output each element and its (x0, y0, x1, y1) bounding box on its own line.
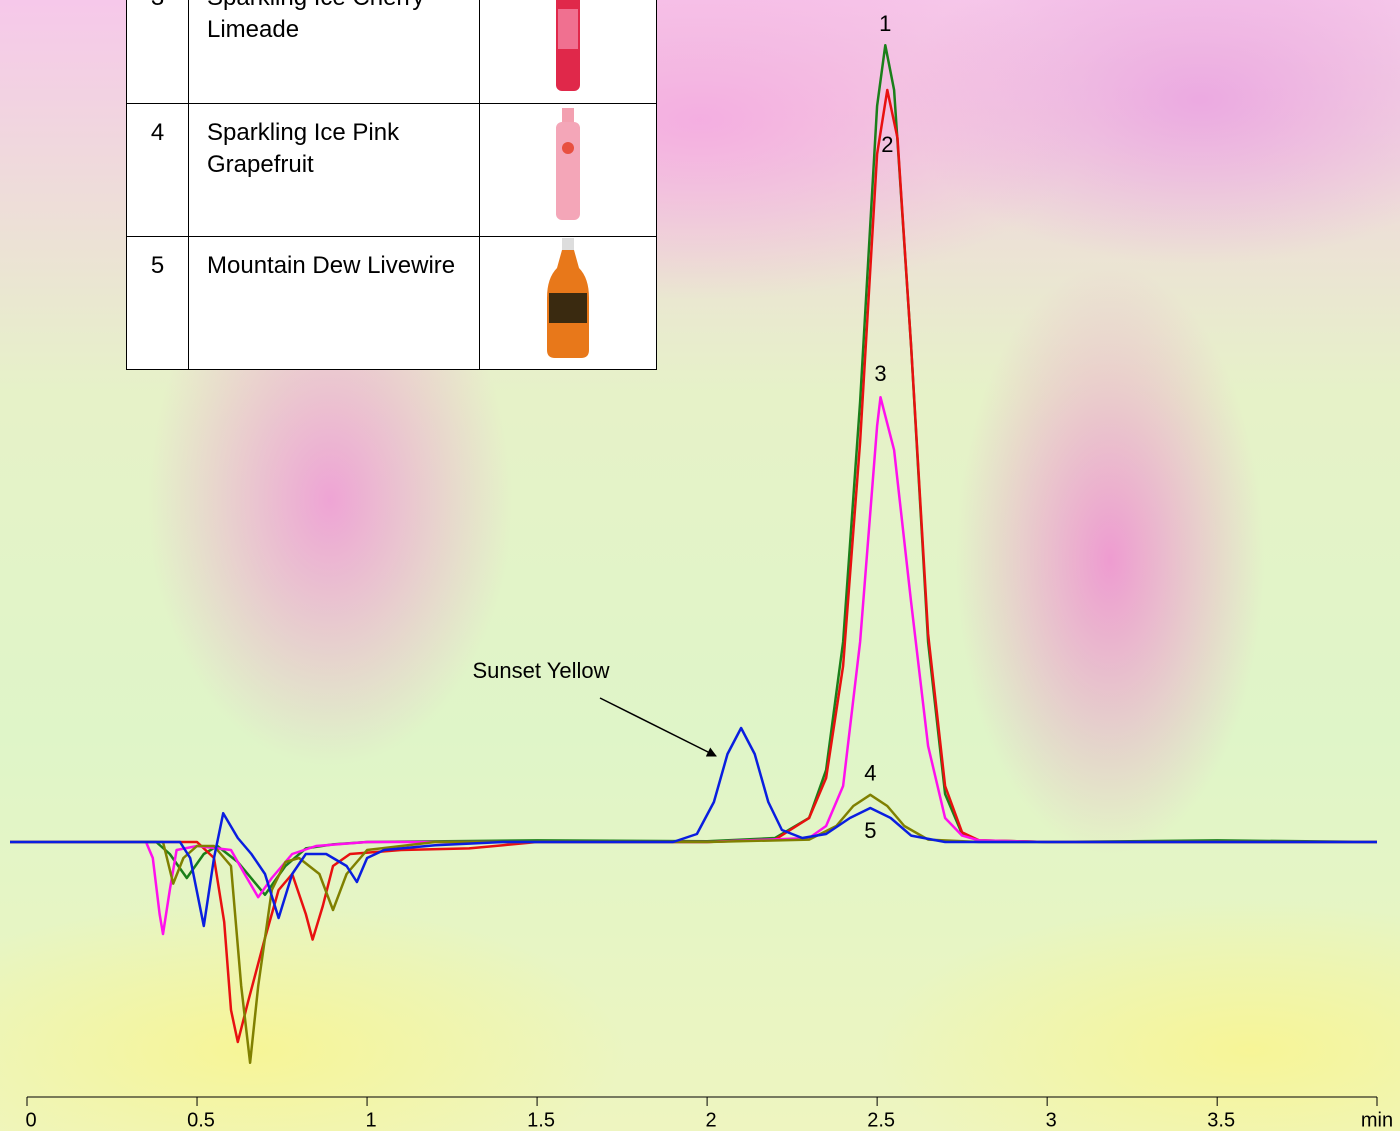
row-number: 5 (126, 236, 189, 370)
x-tick-label: 3.5 (1207, 1109, 1235, 1131)
bottle-icon (556, 108, 580, 220)
x-tick-label: 2 (706, 1109, 717, 1131)
table-row: 3 Sparkling Ice Cherry Limeade (126, 0, 657, 104)
sample-table: 3 Sparkling Ice Cherry Limeade 4 Sparkli… (126, 0, 657, 370)
x-tick-label: 2.5 (867, 1109, 895, 1131)
table-row: 5 Mountain Dew Livewire (126, 236, 657, 370)
series-line (10, 793, 1377, 1065)
row-number: 4 (126, 103, 189, 237)
peak-label: 3 (874, 361, 886, 386)
peak-label: 1 (879, 11, 891, 36)
x-tick-label: min (1361, 1109, 1393, 1131)
row-name: Mountain Dew Livewire (188, 236, 480, 370)
x-tick-label: 1.5 (527, 1109, 555, 1131)
series-line (10, 726, 1377, 928)
bottle-icon (556, 0, 580, 91)
row-name: Sparkling Ice Cherry Limeade (188, 0, 480, 104)
table-row: 4 Sparkling Ice Pink Grapefruit (126, 103, 657, 237)
bottle-cell (479, 0, 657, 104)
x-tick-label: 0.5 (187, 1109, 215, 1131)
annotation: Sunset Yellow (473, 658, 610, 683)
row-name: Sparkling Ice Pink Grapefruit (188, 103, 480, 237)
peak-label: 4 (864, 761, 876, 786)
x-tick-label: 0 (25, 1109, 36, 1131)
bottle-cell (479, 236, 657, 370)
x-tick-label: 1 (365, 1109, 376, 1131)
peak-label: 2 (881, 132, 893, 157)
peak-label: 5 (864, 818, 876, 843)
bottle-cell (479, 103, 657, 237)
bottle-icon (547, 237, 589, 358)
annotation-arrow (599, 697, 717, 757)
row-number: 3 (126, 0, 189, 104)
x-tick-label: 3 (1046, 1109, 1057, 1131)
